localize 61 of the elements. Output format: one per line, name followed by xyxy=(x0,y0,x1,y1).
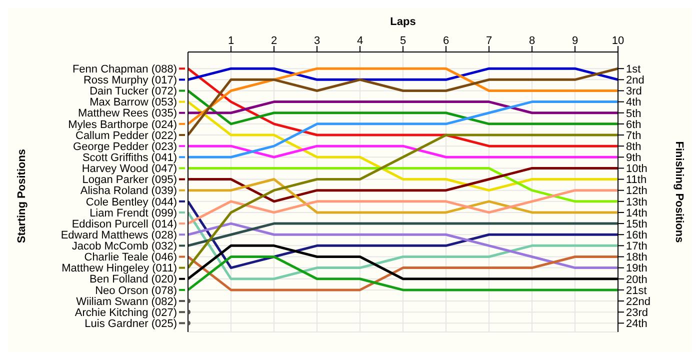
legend-label: Dain Tucker (072) xyxy=(90,86,177,98)
y-tick-label: 17th xyxy=(626,240,648,253)
y-tick-label: 24th xyxy=(626,318,648,330)
x-tick-label: 10 xyxy=(612,35,624,47)
x-tick-label: 4 xyxy=(356,35,364,47)
legend-label: Matthew Hingeley (011) xyxy=(62,262,177,275)
y-axis-title: Finishing Positions xyxy=(673,141,686,243)
y-tick-label: 19th xyxy=(626,262,648,275)
x-tick-label: 9 xyxy=(572,35,578,47)
x-tick-label: 1 xyxy=(228,35,234,47)
x-tick-label: 6 xyxy=(442,35,450,47)
y-tick-label: 2nd xyxy=(626,74,644,87)
legend-label: Myles Barthorpe (024) xyxy=(68,118,177,131)
y-tick-label: 11th xyxy=(626,174,647,186)
x-tick-label: 5 xyxy=(400,35,406,47)
y-tick-label: 15th xyxy=(626,218,648,230)
legend-label: Charlie Teale (046) xyxy=(84,252,177,264)
y-tick-label: 14th xyxy=(626,207,648,220)
legend-label: Harvey Wood (047) xyxy=(82,163,177,176)
x-axis-title: Laps xyxy=(390,16,416,28)
text: Starting Positions xyxy=(16,148,28,244)
y-tick-label: 10th xyxy=(626,163,648,176)
y-tick-label: 18th xyxy=(626,252,648,264)
y-tick-label: 20th xyxy=(626,274,648,286)
y-tick-label: 12th xyxy=(626,185,648,198)
y-tick-label: 6th xyxy=(626,118,642,131)
x-tick-label: 2 xyxy=(270,35,278,47)
y-tick-label: 1st xyxy=(626,64,641,76)
legend-label: Archie Kitching (027) xyxy=(74,306,177,319)
legend-label: Jacob McComb (032) xyxy=(72,240,177,253)
legend-label: Fenn Chapman (088) xyxy=(72,63,177,76)
legend-label: George Pedder (023) xyxy=(73,140,177,153)
legend-label: Max Barrow (053) xyxy=(90,96,177,109)
y-tick-label: 22nd xyxy=(626,296,650,308)
legend-label: Ben Folland (020) xyxy=(90,274,177,286)
x-tick-label: 7 xyxy=(486,35,492,47)
legend-label: Liam Frendt (099) xyxy=(90,207,177,220)
legend-label: Callum Pedder (022) xyxy=(76,130,177,142)
legend-label: Eddison Purcell (014) xyxy=(72,218,177,230)
legend-label: Ross Murphy (017) xyxy=(83,74,177,87)
legend-label: Neo Orson (078) xyxy=(95,284,177,297)
x-tick-label: 8 xyxy=(528,35,536,47)
legend-label: Logan Parker (095) xyxy=(82,174,177,186)
y-tick-label: 23rd xyxy=(626,306,648,319)
y-tick-label: 9th xyxy=(626,152,642,164)
legend-label: Wiiliam Swann (082) xyxy=(76,296,177,308)
y-tick-label: 21st xyxy=(626,284,647,297)
y-tick-label: 4th xyxy=(626,96,642,109)
y-tick-label: 3rd xyxy=(626,86,642,98)
legend-label: Matthew Rees (035) xyxy=(78,108,177,120)
legend-label: Alisha Roland (039) xyxy=(80,185,177,198)
legend-label: Cole Bentley (044) xyxy=(86,196,177,208)
legend-label: Scott Griffiths (041) xyxy=(82,152,177,164)
y-tick-label: 16th xyxy=(626,230,648,242)
legend-label: Luis Gardner (025) xyxy=(84,318,177,330)
y-tick-label: 7th xyxy=(626,130,642,142)
legend-label: Edward Matthews (028) xyxy=(60,229,177,242)
x-tick-label: 3 xyxy=(314,35,320,47)
y-tick-label: 5th xyxy=(626,108,642,120)
y-tick-label: 8th xyxy=(626,140,642,153)
y-tick-label: 13th xyxy=(626,196,648,208)
